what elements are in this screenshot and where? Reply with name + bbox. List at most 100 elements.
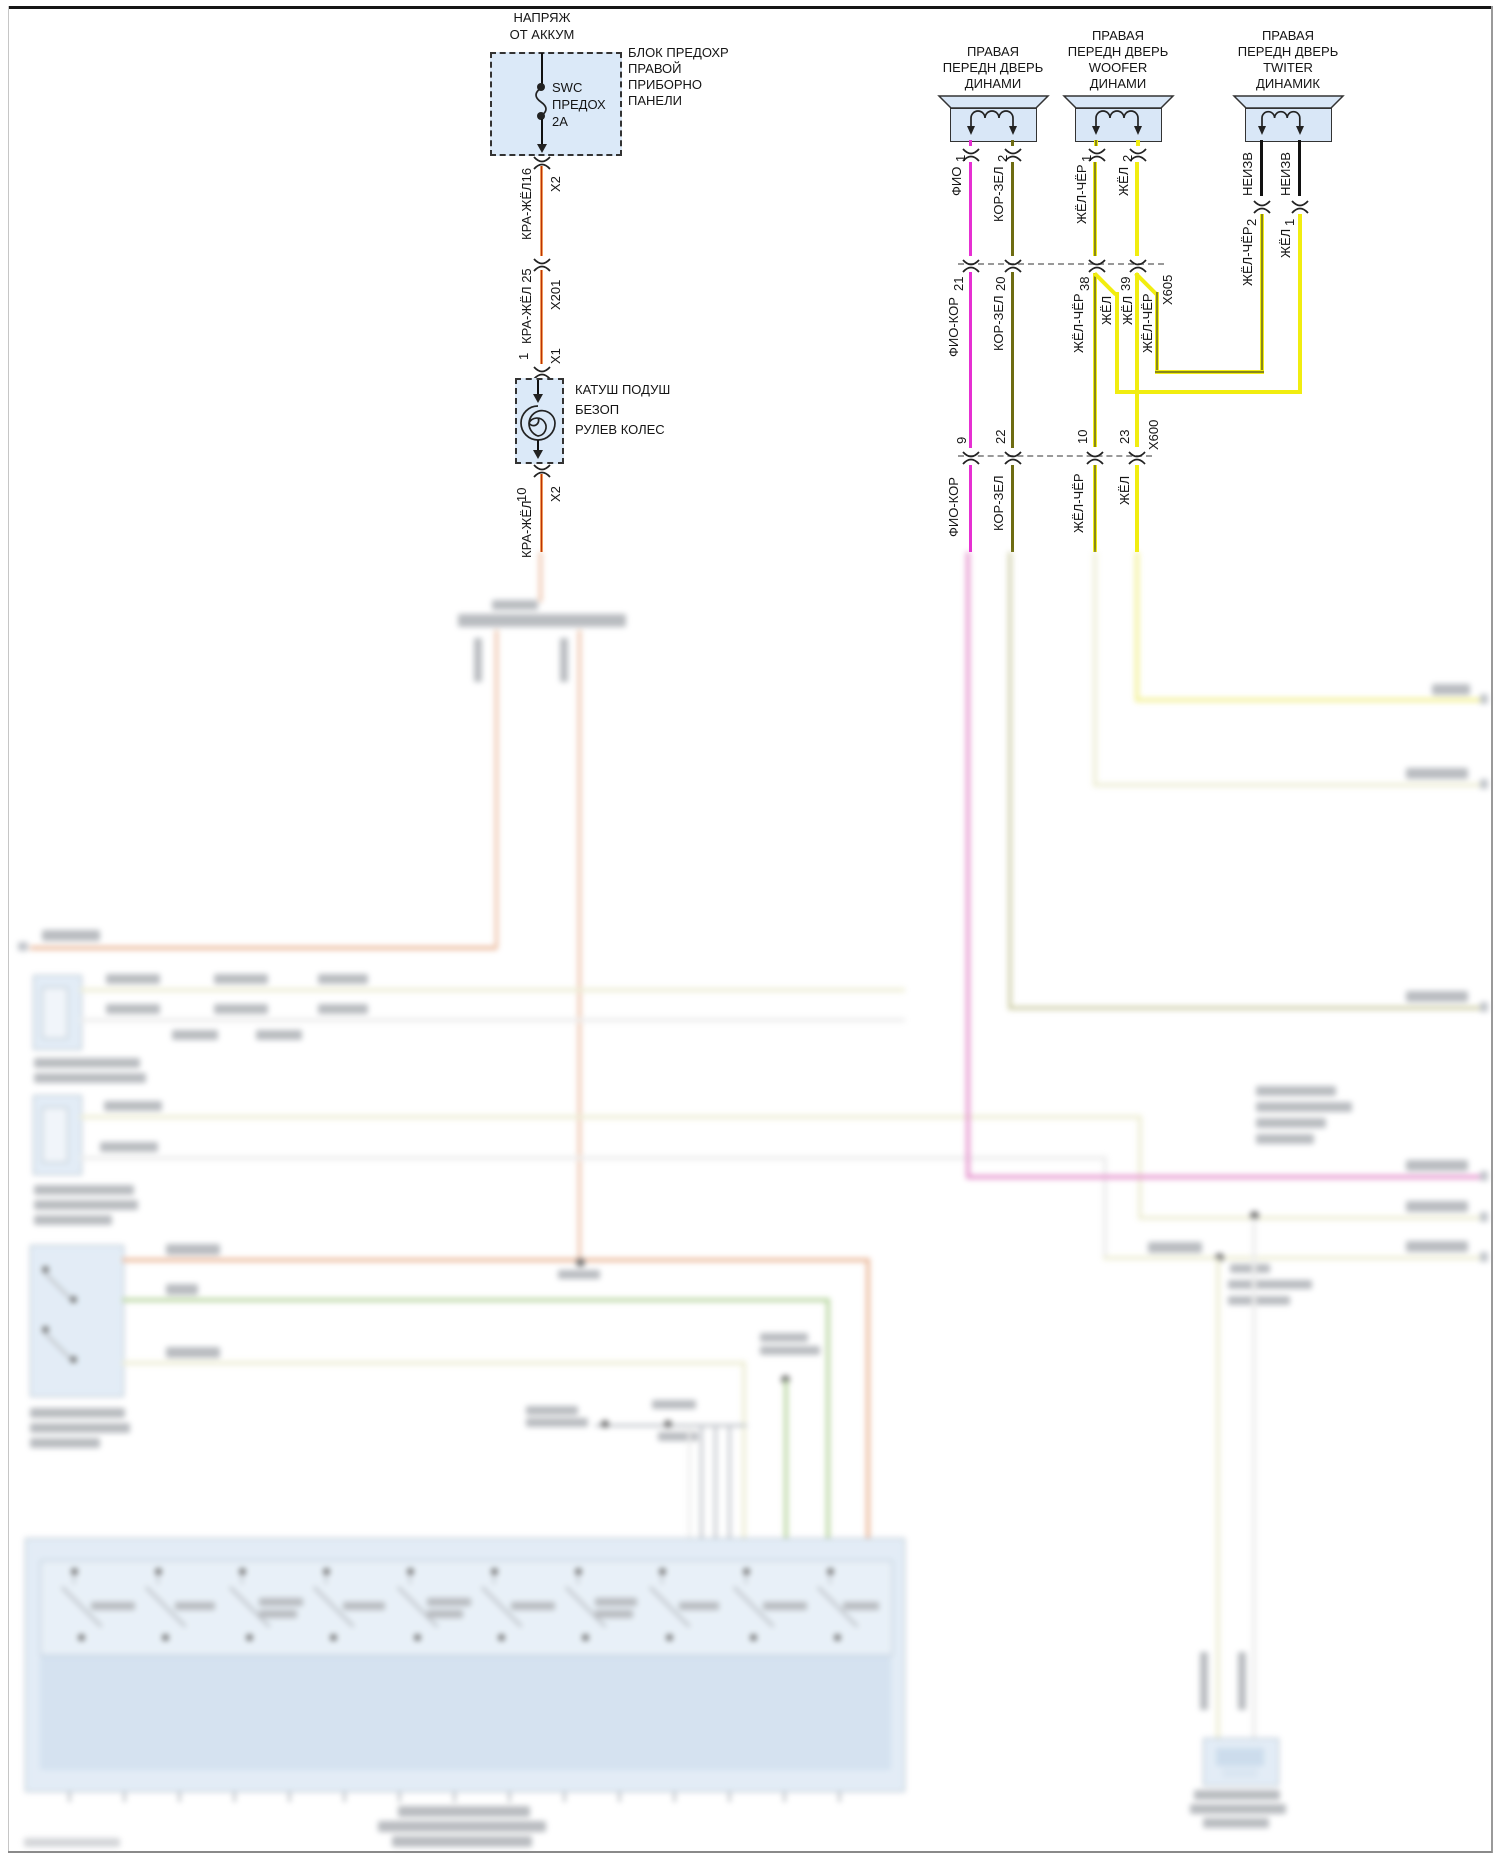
blur-zh-vert [1135, 552, 1139, 700]
blurred-label [1238, 1652, 1246, 1710]
blur-magenta-vert [966, 552, 970, 1179]
blur-module-pin [508, 1792, 511, 1802]
speaker2-box [1075, 108, 1162, 142]
blurred-label [104, 1101, 162, 1111]
fuse-wire-upper [541, 53, 543, 85]
clock-spring-caption3: РУЛЕВ КОЛЕС [575, 422, 665, 437]
blur-switch-dot [42, 1266, 49, 1273]
blur-pin-right [1480, 1212, 1488, 1222]
blurred-note [1228, 1280, 1312, 1289]
speaker1-caption3: ДИНАМИ [964, 76, 1022, 91]
blur-speaker-wire-left [1216, 1258, 1220, 1740]
blur-bus-drop [728, 1426, 731, 1538]
blur-pin-right [1480, 779, 1488, 789]
blurred-label [658, 1432, 698, 1441]
blur-switch-dot [42, 1326, 49, 1333]
fuse-wire-lower [541, 119, 543, 145]
blurred-label [214, 1004, 268, 1014]
connector-icon-x600-22 [1004, 451, 1022, 465]
speaker1-caption2: ПЕРЕДН ДВЕРЬ [942, 60, 1044, 75]
blurred-label [526, 1406, 578, 1415]
connector-icon-x600-23 [1128, 451, 1146, 465]
blurred-caption [34, 1215, 112, 1225]
blurred-label [492, 600, 538, 610]
blurred-label [256, 1030, 302, 1040]
blurred-label [1406, 1201, 1468, 1212]
blur-magenta-horiz [966, 1175, 1485, 1179]
connector-icon-x600-9 [962, 451, 980, 465]
blur-bottom-speaker-inner2 [1222, 1768, 1258, 1778]
clock-spring-caption1: КАТУШ ПОДУШ [575, 382, 671, 397]
blurred-label [1148, 1242, 1202, 1253]
blurred-label [166, 1284, 198, 1295]
blurred-note [1256, 1134, 1314, 1144]
wire-zh-low [1135, 465, 1139, 552]
blur-wire-y1218 [1138, 1216, 1485, 1220]
blurred-caption [34, 1058, 140, 1068]
blurred-caption [34, 1200, 138, 1210]
blur-orange-left [495, 630, 498, 948]
blur-junction-dot [576, 1258, 585, 1267]
fuse-arrow-down [537, 144, 547, 153]
blur-bus-drop [700, 1426, 703, 1538]
wire-zh-tw [1298, 214, 1302, 394]
blur-orange-feed [539, 552, 542, 602]
wire-korzel-low [1011, 465, 1014, 552]
speaker2-stub-left [1094, 140, 1098, 146]
blur-module-pin [783, 1792, 786, 1802]
fuse-block-caption3: ПРИБОРНО [628, 77, 703, 92]
blur-pin-right [1480, 1252, 1488, 1262]
blur-zhc-vert [1093, 552, 1097, 785]
fuse-element-icon [535, 87, 547, 117]
wire-zhc-vert-1157 [1155, 292, 1159, 374]
blurred-label [1406, 1160, 1468, 1171]
wire-korzel-1 [1011, 162, 1014, 256]
blur-pin-right [1480, 1171, 1488, 1181]
blurred-label [166, 1347, 220, 1358]
wire-zh-up [1135, 162, 1139, 256]
blur-bus-drop [714, 1426, 717, 1538]
fuse-label-2a: 2А [552, 114, 568, 129]
connector-icon-x201 [533, 258, 551, 272]
blur-bottom-speaker-inner [1216, 1748, 1264, 1766]
blurred-label [1406, 768, 1468, 779]
blurred-label [760, 1346, 820, 1355]
blur-wire-x1105 [1103, 1156, 1107, 1259]
blur-module-pin [673, 1792, 676, 1802]
blur-bus-drop [688, 1426, 691, 1538]
blur-module-pin [563, 1792, 566, 1802]
blurred-caption [30, 1423, 130, 1433]
speaker1-coil-icon [967, 110, 1017, 135]
clock-spring-box [515, 378, 564, 464]
blurred-label [1406, 991, 1468, 1002]
connector-row1-line [958, 263, 1164, 265]
connector-icon-s2p2 [1129, 148, 1147, 162]
connector-icon-x2a [533, 156, 551, 170]
wire-fio [969, 162, 972, 256]
blur-wire-y1117 [80, 1115, 1142, 1119]
fuse-label-predoh: ПРЕДОХ [552, 97, 606, 112]
fuse-dot-bottom [537, 112, 545, 120]
wire-neizv-right [1298, 140, 1301, 196]
connector-icon-s3p1 [1291, 200, 1309, 214]
blurred-caption [34, 1185, 134, 1195]
fuse-block-box [490, 52, 622, 156]
frame-top [8, 6, 1492, 9]
blurred-caption [30, 1408, 125, 1418]
blurred-caption [34, 1073, 146, 1083]
blur-pin-right [1480, 1002, 1488, 1012]
blurred-label [100, 1142, 158, 1152]
blur-module-pin [618, 1792, 621, 1802]
clock-spring-spiral-icon [520, 405, 556, 441]
speaker2-caption2: ПЕРЕДН ДВЕРЬ [1067, 44, 1169, 59]
wire-zhc-mid [1093, 273, 1097, 447]
connector-icon-s1p2 [1004, 148, 1022, 162]
speaker2-caption3: WOOFER [1088, 60, 1148, 75]
connector-icon-x1 [533, 366, 551, 380]
blur-module-pin [123, 1792, 126, 1802]
blurred-label [1406, 1241, 1468, 1252]
fuse-label-swc: SWC [552, 80, 583, 95]
speaker1-stub-left [969, 140, 972, 146]
blur-module-pin [178, 1792, 181, 1802]
battery-feed-title-line2: ОТ АККУМ [509, 27, 575, 42]
